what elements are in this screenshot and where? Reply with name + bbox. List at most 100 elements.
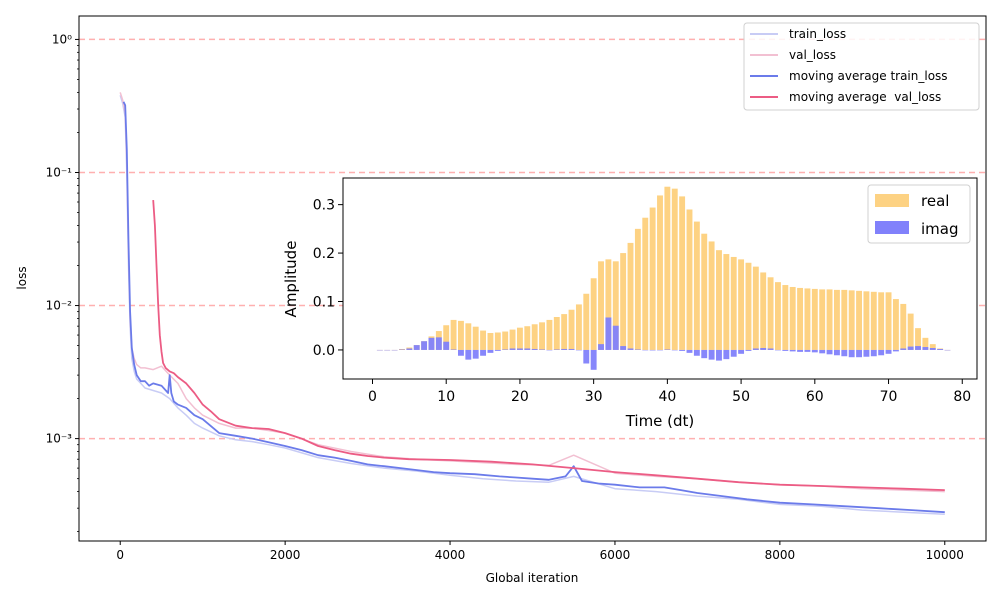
bar-real — [819, 289, 826, 350]
bar-real — [531, 324, 538, 350]
bar-real — [708, 241, 715, 350]
bar-imag — [892, 349, 899, 352]
bar-real — [730, 256, 737, 350]
bar-real — [686, 209, 693, 350]
main-x-tick-label: 10000 — [926, 548, 964, 562]
inset-x-axis-label: Time (dt) — [625, 412, 695, 430]
inset-y-tick-label: 0.0 — [313, 343, 335, 359]
inset-x-tick-label: 0 — [368, 389, 377, 405]
bar-real — [575, 304, 582, 350]
main-x-tick-label: 2000 — [270, 548, 301, 562]
main-y-axis: 10⁻³ 10⁻² 10⁻¹ 10⁰ — [46, 32, 79, 533]
bar-real — [878, 292, 885, 350]
bar-real — [716, 250, 722, 350]
inset-y-axis-label: Amplitude — [282, 241, 300, 318]
bar-imag — [826, 349, 833, 355]
main-legend-box — [743, 22, 980, 111]
bar-real — [863, 291, 870, 350]
main-legend: train_loss val_loss moving average train… — [743, 22, 980, 111]
bar-imag — [878, 349, 885, 356]
bar-imag — [679, 349, 686, 351]
bar-imag — [598, 344, 604, 350]
inset-x-axis: 0 10 20 30 40 50 60 70 80 — [368, 379, 971, 405]
bar-imag — [472, 349, 479, 359]
bar-real — [561, 314, 568, 350]
inset-x-tick-label: 20 — [511, 389, 529, 405]
bar-real — [590, 278, 597, 350]
bar-real — [679, 196, 686, 350]
inset-plot-frame — [342, 177, 978, 380]
bar-imag — [811, 349, 818, 353]
main-x-tick-label: 6000 — [600, 548, 631, 562]
bar-imag — [789, 349, 796, 352]
bar-real — [907, 313, 914, 350]
main-x-tick-label: 4000 — [435, 548, 466, 562]
bar-real — [480, 330, 487, 350]
series-line-train-loss — [119, 95, 945, 516]
bar-imag — [413, 345, 420, 350]
inset-y-tick-label: 0.1 — [313, 295, 335, 311]
bar-imag — [465, 349, 472, 360]
bar-real — [657, 195, 663, 350]
bar-imag — [435, 337, 442, 350]
bar-imag — [443, 341, 450, 350]
bar-real — [568, 309, 575, 350]
bar-imag — [568, 348, 575, 350]
bar-imag — [841, 349, 848, 357]
bar-imag — [620, 346, 627, 350]
inset-x-tick-label: 40 — [658, 389, 676, 405]
bar-imag — [819, 349, 826, 354]
main-x-tick-label: 8000 — [765, 548, 796, 562]
bar-real — [841, 289, 848, 350]
legend-label-val-loss: val_loss — [789, 48, 836, 62]
inset-plot: 0 10 20 30 40 50 60 70 80 0.0 0.1 0.2 0.3 Time (dt)… — [282, 177, 978, 430]
bar-real — [494, 332, 501, 350]
bar-real — [546, 319, 553, 350]
inset-y-tick-label: 0.3 — [313, 198, 335, 214]
bar-imag — [716, 349, 722, 361]
bar-imag — [487, 349, 494, 353]
bar-real — [767, 277, 774, 350]
main-x-tick-label: 0 — [116, 548, 124, 562]
bar-imag — [856, 349, 862, 358]
main-series — [119, 92, 945, 516]
bar-imag — [767, 348, 774, 350]
bar-imag — [524, 348, 531, 350]
bar-imag — [627, 348, 634, 350]
main-plot-frame — [78, 15, 987, 542]
bar-real — [671, 188, 678, 350]
inset-legend-label-imag: imag — [921, 220, 959, 238]
bar-imag — [605, 317, 612, 350]
bar-real — [472, 326, 479, 350]
bar-real — [826, 289, 833, 350]
bar-real — [922, 337, 929, 350]
bar-imag — [686, 349, 693, 353]
bar-real — [642, 217, 649, 350]
bar-imag — [723, 349, 730, 360]
bar-imag — [863, 349, 870, 357]
series-line-moving-average-val-loss — [152, 200, 945, 491]
bar-imag — [693, 349, 700, 356]
bar-imag — [516, 348, 523, 350]
bar-imag — [745, 349, 752, 351]
inset-legend-swatch-real — [875, 194, 909, 207]
inset-x-tick-label: 80 — [953, 389, 971, 405]
inset-x-tick-label: 30 — [585, 389, 603, 405]
bar-imag — [900, 348, 907, 350]
bar-real — [516, 327, 523, 350]
bar-real — [450, 319, 457, 350]
bar-imag — [480, 349, 487, 356]
bar-imag — [915, 346, 921, 350]
inset-legend: real imag — [867, 184, 971, 244]
bar-real — [627, 242, 634, 350]
bar-real — [804, 288, 811, 350]
main-y-tick-label: 10⁻¹ — [46, 165, 73, 179]
bar-imag — [797, 349, 804, 352]
main-x-axis-label: Global iteration — [486, 571, 579, 585]
bar-real — [598, 261, 604, 350]
bar-imag — [590, 349, 597, 370]
bar-real — [620, 253, 627, 350]
bar-imag — [752, 348, 759, 350]
bar-real — [775, 282, 781, 350]
inset-x-tick-label: 60 — [806, 389, 824, 405]
